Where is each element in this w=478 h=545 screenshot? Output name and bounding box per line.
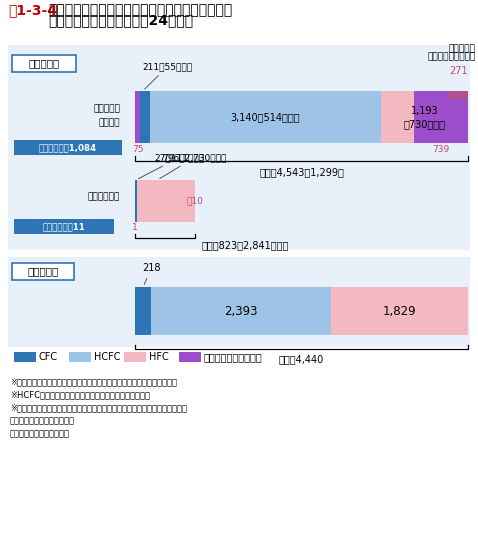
Text: 空調機器: 空調機器 (98, 118, 120, 128)
Text: ※破壊した量は、業務用冷凍空調機器及びカーエアコンから回収されたフロン: ※破壊した量は、業務用冷凍空調機器及びカーエアコンから回収されたフロン (10, 403, 187, 412)
Text: 1,193: 1,193 (411, 106, 438, 116)
Bar (137, 180, 196, 222)
Text: －10: －10 (186, 197, 203, 205)
Bar (14, 352, 36, 362)
Text: 図1-3-4: 図1-3-4 (9, 3, 58, 17)
Bar (414, 91, 468, 143)
Text: HCFC: HCFC (94, 352, 120, 362)
Text: HFC: HFC (149, 352, 169, 362)
Text: 単位：トン: 単位：トン (449, 45, 476, 54)
Text: 2,393: 2,393 (224, 305, 258, 318)
Text: 再利用合計：11: 再利用合計：11 (43, 222, 86, 231)
Text: 合計：4,543（1,299）: 合計：4,543（1,299） (259, 167, 344, 177)
Text: 1: 1 (132, 223, 138, 233)
Text: 合計：4,440: 合計：4,440 (279, 354, 324, 364)
Text: 739: 739 (432, 146, 449, 154)
Bar (179, 352, 201, 362)
Bar (448, 91, 468, 99)
Text: ※小数点未満を四捨五入のため、数値の和は必ずしも合計に一致しない。: ※小数点未満を四捨五入のため、数値の和は必ずしも合計に一致しない。 (10, 377, 177, 386)
Text: （730千台）: （730千台） (403, 119, 445, 129)
Text: 218: 218 (142, 263, 161, 284)
Bar (14, 140, 122, 155)
Bar (135, 287, 152, 335)
Text: 業務用冷凍: 業務用冷凍 (93, 105, 120, 113)
Bar (331, 287, 468, 335)
Text: CFC: CFC (39, 352, 58, 362)
Text: 1,829: 1,829 (382, 305, 416, 318)
Text: 類の合計の破壊量である。: 類の合計の破壊量である。 (10, 416, 75, 425)
Text: 破壊した量: 破壊した量 (27, 267, 59, 276)
Bar (135, 91, 141, 143)
FancyBboxPatch shape (12, 55, 76, 72)
Text: 211（55千台）: 211（55千台） (142, 62, 193, 89)
Bar (124, 352, 146, 362)
Text: 回収した量: 回収した量 (28, 58, 60, 69)
Text: 合計：823（2,841千台）: 合計：823（2,841千台） (201, 240, 289, 250)
Bar (151, 91, 380, 143)
Bar (14, 219, 114, 234)
Text: うち再利用等された量: うち再利用等された量 (204, 352, 263, 362)
Bar (135, 91, 151, 143)
Text: 再利用合計：1,084: 再利用合計：1,084 (39, 143, 97, 152)
Text: 資料：経済産業省、環境省: 資料：経済産業省、環境省 (10, 429, 70, 438)
Bar (8, 45, 470, 250)
Text: 796（2,730千台）: 796（2,730千台） (160, 153, 227, 179)
Bar (380, 91, 468, 143)
Text: 271: 271 (449, 66, 468, 76)
FancyBboxPatch shape (12, 263, 74, 280)
Bar (135, 180, 137, 222)
Text: 75: 75 (132, 146, 143, 154)
Text: カーエアコン: カーエアコン (88, 192, 120, 202)
Bar (152, 287, 331, 335)
Bar (8, 257, 470, 347)
Text: （）は回収した台数: （）は回収した台数 (427, 52, 476, 62)
Bar (69, 352, 91, 362)
Bar (195, 180, 196, 222)
Text: ※HCFCはカーエアコンの冷媒として用いられていない。: ※HCFCはカーエアコンの冷媒として用いられていない。 (10, 390, 150, 399)
Text: 27（111千台）: 27（111千台） (139, 153, 204, 179)
Text: 3,140（514千台）: 3,140（514千台） (231, 112, 300, 122)
Text: 業務用冷凍空調機器・カーエアコンからのフロン: 業務用冷凍空調機器・カーエアコンからのフロン (48, 3, 232, 17)
Text: 類の回収・破壊量等（平成24年度）: 類の回収・破壊量等（平成24年度） (48, 14, 193, 28)
